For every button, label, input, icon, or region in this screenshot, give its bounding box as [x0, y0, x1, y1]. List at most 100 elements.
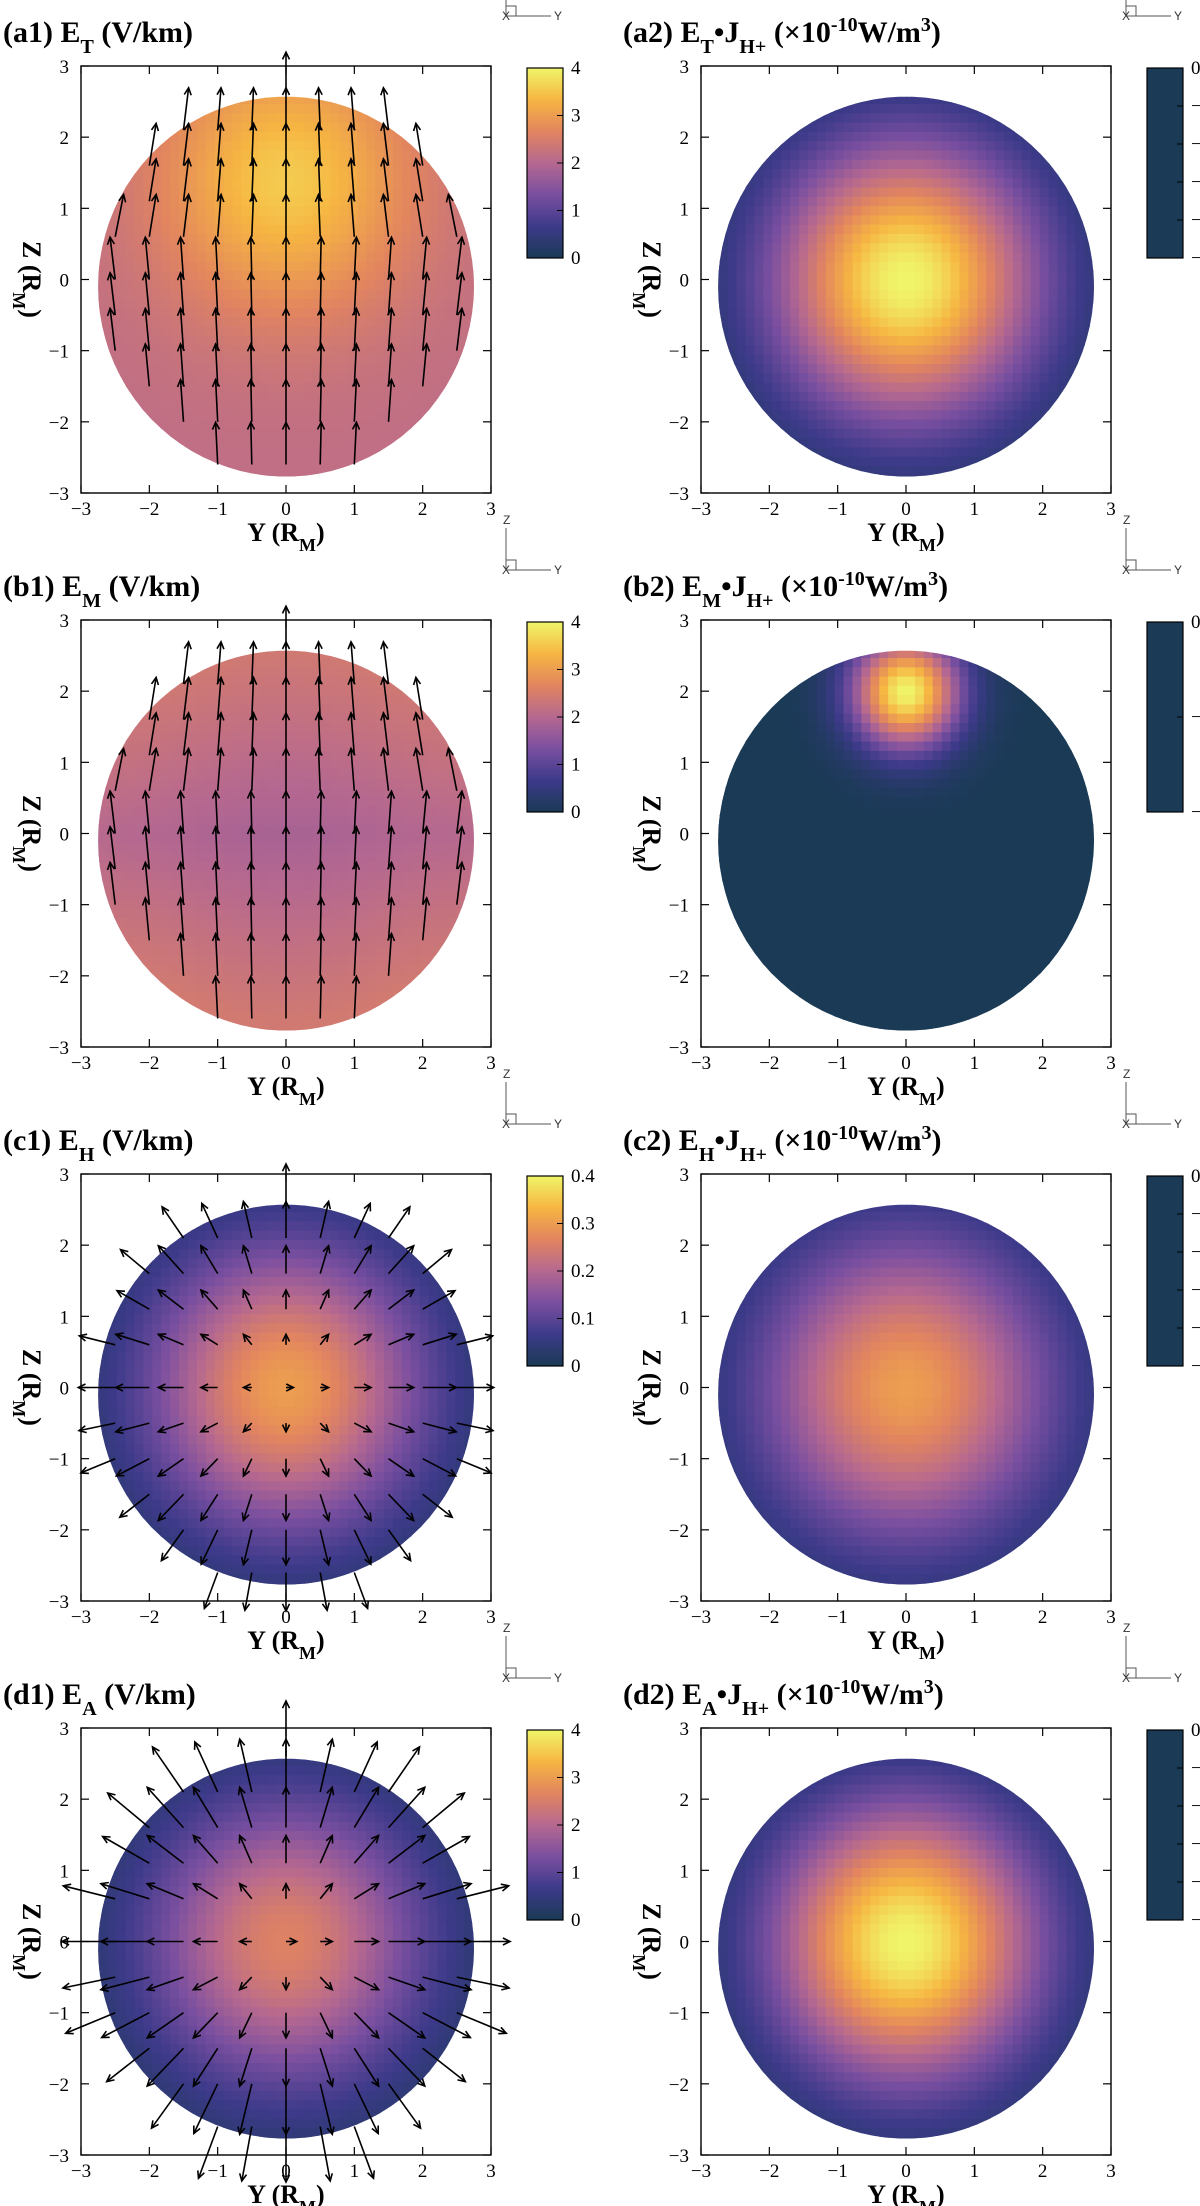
y-tick-label: 0 — [60, 1379, 70, 1400]
colorbar-tick-label: −8 — [1191, 210, 1200, 231]
y-tick-label: −1 — [669, 2004, 689, 2025]
x-tick-label: −2 — [759, 1607, 779, 1628]
y-tick-label: −3 — [49, 1038, 69, 1059]
panel-title-c1: (c1) EH (V/km) — [3, 1124, 194, 1166]
panel-b2: (b2) EM•JH+ (×10-10W/m3) −3 −2 −1 0 1 2 3 −3 −2 −1… — [623, 513, 1200, 1109]
orientation-triad-c2 — [1125, 1082, 1171, 1125]
colorbar-tick-label: 0 — [571, 248, 581, 269]
colorbar-tick-label: 0.2 — [571, 1261, 595, 1282]
y-tick-label: 1 — [680, 199, 690, 220]
y-tick-label: 3 — [680, 1719, 690, 1740]
y-tick-label: −2 — [49, 413, 69, 434]
x-tick-label: 2 — [1038, 1607, 1048, 1628]
y-tick-label: −1 — [49, 1450, 69, 1471]
y-tick-label: −3 — [49, 484, 69, 505]
x-tick-label: −1 — [208, 2161, 228, 2182]
x-tick-label: 3 — [1106, 1607, 1116, 1628]
y-tick-label: 2 — [60, 128, 70, 149]
x-tick-label: 3 — [486, 1607, 496, 1628]
colorbar-tick-label: −0.2 — [1191, 1204, 1200, 1225]
x-tick-label: 1 — [970, 1607, 980, 1628]
colorbar-tick-label: −0.1 — [1191, 707, 1200, 728]
colorbar-tick-label: −4 — [1191, 1796, 1200, 1817]
x-tick-label: −3 — [691, 2161, 711, 2182]
colorbar-tick-label: 0.3 — [571, 1214, 595, 1235]
orientation-triad-b1 — [505, 528, 551, 571]
colorbar-d2: 0 −2 −4 −6 −8 −10 — [1146, 1720, 1200, 1931]
x-tick-label: 2 — [1038, 2161, 1048, 2182]
orientation-triad-d1 — [505, 1636, 551, 1679]
colorbar-tick-label: 0 — [571, 1910, 581, 1931]
x-tick-label: 1 — [350, 1053, 360, 1074]
colorbar-a1: 0 1 2 3 4 — [526, 58, 581, 269]
colorbar-tick-label: 3 — [571, 1768, 581, 1789]
colorbar-tick-label: −10 — [1191, 1910, 1200, 1931]
x-tick-label: 2 — [1038, 1053, 1048, 1074]
y-tick-label: −1 — [49, 342, 69, 363]
x-axis-label: Y (RM) — [247, 1626, 324, 1663]
y-tick-label: 0 — [60, 271, 70, 292]
x-tick-label: 2 — [418, 1053, 428, 1074]
orientation-triad-d2 — [1125, 1636, 1171, 1679]
colorbar-tick-label: 2 — [571, 1815, 581, 1836]
x-tick-label: −3 — [71, 499, 91, 520]
x-tick-label: 1 — [970, 499, 980, 520]
vector-arrows-a1 — [106, 50, 466, 465]
y-tick-label: 0 — [60, 825, 70, 846]
colorbar-c2: 0 −0.2 −0.4 −0.6 −0.8 −1 — [1146, 1166, 1200, 1377]
y-axis-label: Z (RM) — [629, 241, 666, 318]
vector-arrows-d1 — [60, 1699, 512, 2184]
colorbar-tick-label: 1 — [571, 201, 581, 222]
x-tick-label: 3 — [486, 2161, 496, 2182]
x-tick-label: 1 — [970, 2161, 980, 2182]
vector-arrows-c1 — [76, 1162, 496, 1613]
y-axis-label: Z (RM) — [9, 241, 46, 318]
colorbar-tick-label: 0.1 — [571, 1309, 595, 1330]
panel-title-b1: (b1) EM (V/km) — [3, 570, 200, 612]
x-tick-label: −2 — [759, 499, 779, 520]
colorbar-tick-label: 0 — [1191, 1166, 1200, 1187]
x-tick-label: −1 — [208, 1053, 228, 1074]
colorbar-tick-label: 0 — [1191, 58, 1200, 79]
y-tick-label: −1 — [49, 2004, 69, 2025]
panel-title-b2: (b2) EM•JH+ (×10-10W/m3) — [623, 568, 948, 612]
panel-a1: (a1) ET (V/km) −3 −2 −1 0 1 2 3 −3 −2 −1 0 1 2 3 Y (RM)… — [3, 0, 581, 555]
x-tick-label: 3 — [1106, 499, 1116, 520]
y-tick-label: 3 — [680, 611, 690, 632]
x-tick-label: 0 — [901, 1053, 911, 1074]
orientation-triad-c1 — [505, 1082, 551, 1125]
x-tick-label: −3 — [71, 1053, 91, 1074]
y-tick-label: 0 — [680, 1933, 690, 1954]
x-tick-label: 3 — [1106, 2161, 1116, 2182]
x-tick-label: −3 — [691, 499, 711, 520]
x-tick-label: −3 — [691, 1053, 711, 1074]
y-tick-label: 2 — [60, 1790, 70, 1811]
y-tick-label: −2 — [669, 1521, 689, 1542]
y-tick-label: 1 — [680, 1307, 690, 1328]
y-axis-label: Z (RM) — [629, 795, 666, 872]
x-tick-label: 0 — [901, 1607, 911, 1628]
colorbar-tick-label: 0 — [571, 1356, 581, 1377]
x-tick-label: −1 — [208, 1607, 228, 1628]
colorbar-b1: 0 1 2 3 4 — [526, 612, 581, 823]
y-tick-label: −1 — [49, 896, 69, 917]
y-tick-label: 1 — [60, 1861, 70, 1882]
vector-arrows-b1 — [106, 604, 466, 1019]
y-tick-label: 3 — [60, 1165, 70, 1186]
y-tick-label: 1 — [60, 753, 70, 774]
x-tick-label: 3 — [486, 1053, 496, 1074]
y-tick-label: 3 — [680, 57, 690, 78]
panel-title-c2: (c2) EH•JH+ (×10-10W/m3) — [623, 1122, 941, 1166]
y-tick-label: 0 — [680, 271, 690, 292]
y-tick-label: 1 — [680, 1861, 690, 1882]
colorbar-tick-label: −0.2 — [1191, 802, 1200, 823]
orientation-triad-b2 — [1125, 528, 1171, 571]
colorbar-tick-label: 1 — [571, 1863, 581, 1884]
panel-d1: (d1) EA (V/km) −3 −2 −1 0 1 2 3 −3 −2 −1 0 1 2 3 Y (RM)… — [3, 1621, 581, 2206]
colorbar-tick-label: 2 — [571, 707, 581, 728]
y-tick-label: 1 — [680, 753, 690, 774]
y-axis-label: Z (RM) — [629, 1903, 666, 1980]
y-tick-label: −2 — [669, 967, 689, 988]
panel-c2: (c2) EH•JH+ (×10-10W/m3) −3 −2 −1 0 1 2 3 −3 −2 −1… — [623, 1067, 1200, 1663]
orientation-triad-a1 — [505, 0, 551, 17]
